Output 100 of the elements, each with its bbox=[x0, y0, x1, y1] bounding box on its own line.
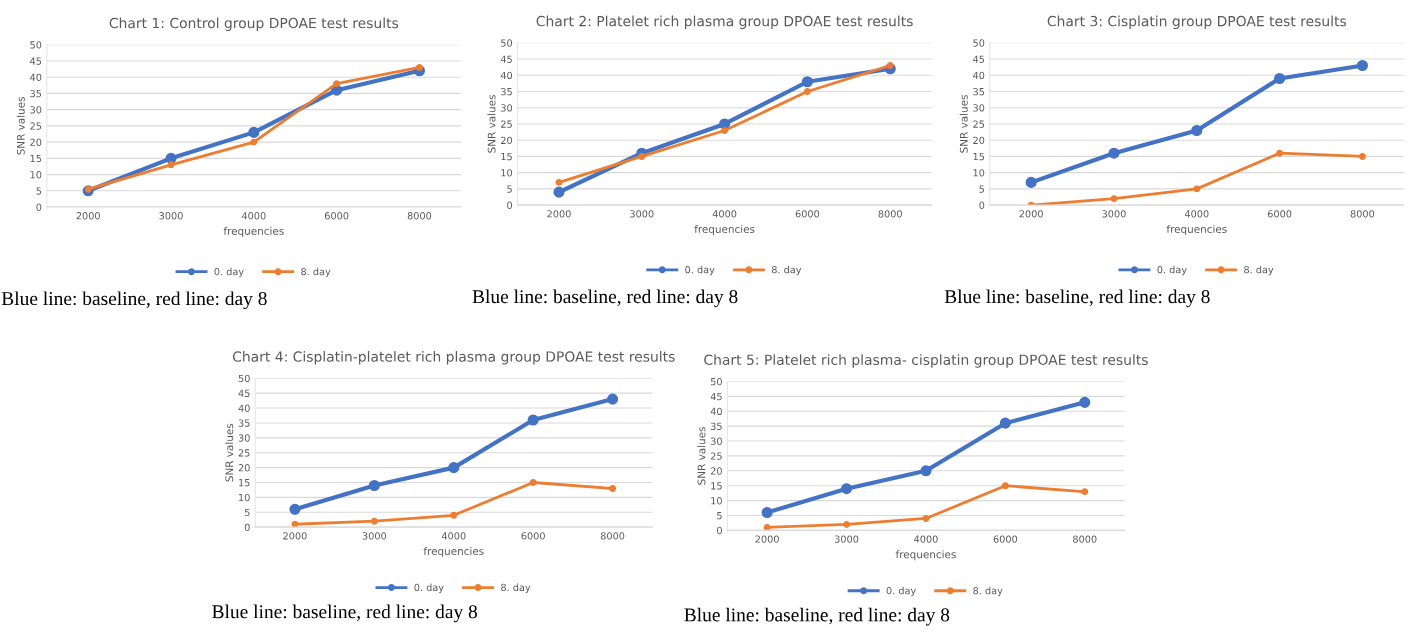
y-tick-label: 10 bbox=[711, 497, 722, 505]
legend-label: 8. day bbox=[501, 583, 531, 593]
x-tick-label: 2000 bbox=[76, 212, 100, 220]
y-tick-label: 30 bbox=[238, 434, 250, 442]
y-tick-label: 10 bbox=[239, 493, 250, 502]
legend-label: 0. day bbox=[685, 265, 715, 276]
x-tick-label: 6000 bbox=[993, 535, 1018, 543]
y-tick-label: 35 bbox=[501, 87, 512, 96]
legend-label: 0. day bbox=[886, 586, 916, 597]
x-tick-label: 6000 bbox=[795, 210, 820, 218]
x-axis-title: frequencies bbox=[694, 224, 755, 236]
x-tick-label: 2000 bbox=[547, 210, 571, 218]
y-tick-label: 45 bbox=[238, 389, 250, 398]
x-tick-label: 8000 bbox=[600, 532, 625, 540]
y-tick-label: 20 bbox=[238, 464, 250, 472]
x-tick-label: 3000 bbox=[159, 212, 183, 220]
y-tick-label: 5 bbox=[36, 187, 42, 195]
chart-title: Chart 3: Cisplatin group DPOAE test results bbox=[1047, 15, 1347, 30]
y-tick-label: 25 bbox=[238, 449, 250, 457]
y-tick-label: 45 bbox=[710, 392, 722, 401]
y-tick-label: 50 bbox=[30, 41, 42, 49]
x-tick-label: 8000 bbox=[1073, 535, 1097, 543]
y-tick-label: 15 bbox=[30, 154, 42, 163]
text: Blue line: baseline, red line: day 8 bbox=[472, 289, 738, 308]
y-tick-label: 20 bbox=[30, 138, 42, 146]
y-tick-label: 5 bbox=[717, 512, 722, 520]
chart-title: Chart 2: Platelet rich plasma group DPOAE test results bbox=[536, 15, 913, 30]
chart-title: Chart 1: Control group DPOAE test results bbox=[109, 17, 399, 31]
y-tick-label: 30 bbox=[501, 104, 513, 112]
x-tick-label: 6000 bbox=[324, 212, 349, 220]
y-tick-label: 40 bbox=[710, 407, 722, 416]
y-axis-title: SNR values bbox=[697, 427, 706, 485]
y-axis-title: SNR values bbox=[225, 423, 234, 482]
x-tick-label: 8000 bbox=[407, 212, 432, 220]
x-axis-title: frequencies bbox=[895, 550, 956, 561]
x-tick-label: 4000 bbox=[712, 210, 737, 218]
x-tick-label: 8000 bbox=[878, 210, 902, 218]
legend-label: 8. day bbox=[301, 267, 331, 278]
legend-label: 0. day bbox=[214, 267, 244, 278]
y-tick-label: 25 bbox=[973, 120, 985, 128]
y-tick-label: 5 bbox=[979, 185, 985, 193]
text: Blue line: baseline, red line: day 8 bbox=[212, 604, 478, 623]
x-tick-label: 6000 bbox=[1267, 210, 1292, 218]
y-tick-label: 25 bbox=[30, 122, 42, 130]
y-tick-label: 50 bbox=[238, 374, 250, 383]
x-tick-label: 6000 bbox=[521, 532, 545, 540]
legend-label: 0. day bbox=[414, 583, 444, 593]
y-tick-label: 10 bbox=[30, 171, 42, 179]
y-tick-label: 15 bbox=[711, 482, 722, 490]
y-tick-label: 40 bbox=[30, 73, 42, 82]
y-tick-label: 35 bbox=[238, 419, 250, 427]
y-tick-label: 15 bbox=[501, 153, 512, 161]
y-tick-label: 30 bbox=[30, 106, 42, 114]
y-tick-label: 15 bbox=[239, 479, 250, 487]
text: Blue line: baseline, red line: day 8 bbox=[944, 289, 1210, 308]
legend-label: 0. day bbox=[1157, 265, 1187, 276]
y-tick-label: 20 bbox=[501, 136, 513, 145]
y-tick-label: 40 bbox=[973, 71, 985, 80]
x-tick-label: 8000 bbox=[1350, 210, 1375, 218]
x-tick-label: 2000 bbox=[755, 535, 779, 543]
y-tick-label: 50 bbox=[973, 39, 985, 47]
y-tick-label: 0 bbox=[979, 201, 985, 209]
y-tick-label: 45 bbox=[500, 55, 512, 63]
x-axis-title: frequencies bbox=[223, 226, 284, 237]
y-tick-label: 20 bbox=[710, 467, 722, 475]
y-tick-label: 25 bbox=[710, 452, 722, 460]
x-tick-label: 3000 bbox=[630, 210, 654, 218]
x-tick-label: 4000 bbox=[241, 212, 266, 220]
y-tick-label: 10 bbox=[973, 169, 985, 177]
y-tick-label: 0 bbox=[36, 203, 42, 211]
text: Blue line: baseline, red line: day 8 bbox=[684, 607, 950, 626]
x-tick-label: 3000 bbox=[834, 535, 859, 543]
chart-title: Chart 5: Platelet rich plasma- cisplatin group DPOAE test results bbox=[704, 354, 1148, 368]
x-tick-label: 4000 bbox=[914, 535, 938, 543]
x-tick-label: 2000 bbox=[283, 532, 307, 540]
y-axis-title: SNR values bbox=[487, 95, 496, 153]
y-tick-label: 5 bbox=[244, 508, 250, 517]
y-tick-label: 35 bbox=[30, 89, 42, 98]
y-tick-label: 30 bbox=[710, 437, 722, 445]
y-tick-label: 30 bbox=[973, 104, 985, 112]
y-tick-label: 15 bbox=[973, 153, 985, 161]
x-tick-label: 4000 bbox=[441, 532, 466, 540]
y-tick-label: 45 bbox=[30, 57, 42, 65]
x-tick-label: 3000 bbox=[362, 532, 387, 540]
y-tick-label: 50 bbox=[710, 377, 722, 386]
y-tick-label: 35 bbox=[973, 87, 985, 96]
x-tick-label: 4000 bbox=[1184, 210, 1209, 218]
y-tick-label: 25 bbox=[501, 120, 512, 128]
y-tick-label: 20 bbox=[973, 136, 985, 145]
chart-title: Chart 4: Cisplatin-platelet rich plasma group DPOAE test results bbox=[232, 351, 675, 365]
x-axis-title: frequencies bbox=[1166, 224, 1227, 236]
y-tick-label: 35 bbox=[710, 422, 722, 430]
legend-label: 8. day bbox=[1244, 265, 1274, 276]
y-tick-label: 0 bbox=[244, 523, 250, 532]
y-axis-title: SNR values bbox=[16, 96, 25, 155]
y-tick-label: 0 bbox=[717, 526, 722, 535]
legend-label: 8. day bbox=[973, 586, 1003, 597]
y-tick-label: 45 bbox=[973, 55, 985, 63]
y-tick-label: 5 bbox=[507, 185, 512, 193]
text: Blue line: baseline, red line: day 8 bbox=[1, 291, 267, 310]
